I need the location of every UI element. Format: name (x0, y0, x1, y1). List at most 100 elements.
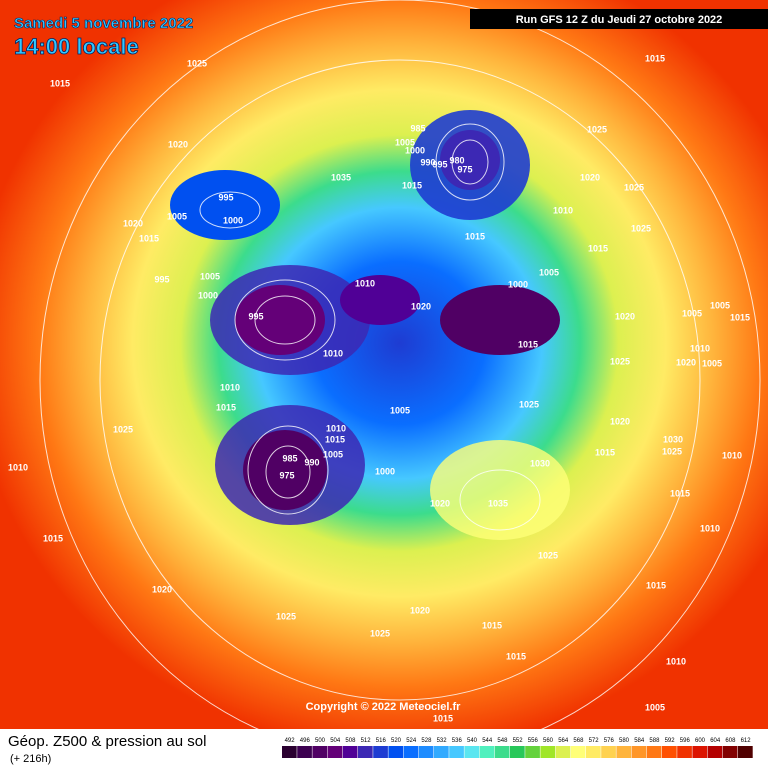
isobar-label: 1035 (331, 172, 351, 182)
isobar-label: 1010 (8, 462, 28, 472)
scale-swatch (479, 746, 495, 758)
scale-label: 528 (421, 738, 432, 744)
isobar-label: 1000 (375, 466, 395, 476)
scale-label: 568 (573, 738, 584, 744)
isobar-label: 1010 (666, 656, 686, 666)
isobar-label: 1005 (702, 358, 722, 368)
isobar-label: 1005 (390, 405, 410, 415)
scale-swatch (601, 746, 616, 758)
scale-swatch (707, 746, 723, 758)
scale-swatch (342, 746, 358, 758)
local-time: 14:00 locale (14, 34, 139, 59)
scale-swatch (434, 746, 449, 758)
isobar-label: 1015 (506, 651, 526, 661)
isobar-label: 1020 (152, 584, 172, 594)
isobar-label: 1015 (433, 713, 453, 723)
scale-label: 596 (680, 738, 691, 744)
scale-label: 500 (315, 738, 326, 744)
scale-label: 608 (725, 738, 736, 744)
scale-label: 540 (467, 738, 478, 744)
scale-swatch (297, 746, 312, 758)
scale-swatch (282, 746, 297, 758)
scale-label: 536 (452, 738, 463, 744)
run-box (470, 9, 768, 29)
scale-swatch (327, 746, 343, 758)
footer-lead: (+ 216h) (10, 753, 51, 765)
isobar-label: 1025 (610, 356, 630, 366)
isobar-label: 995 (154, 274, 169, 284)
isobar-label: 1015 (730, 312, 750, 322)
scale-swatch (738, 746, 753, 758)
color-scale: 492 496 500 504 508 512 516 520 524 528 532 536 540 5… (282, 738, 753, 758)
isobar-label: 1025 (538, 550, 558, 560)
isobar-label: 1030 (530, 458, 550, 468)
isobar-label: 1000 (223, 215, 243, 225)
scale-label: 552 (513, 738, 524, 744)
isobar-label: 1005 (539, 267, 559, 277)
scale-swatch (677, 746, 692, 758)
isobar-label: 1015 (645, 53, 665, 63)
scale-label: 556 (528, 738, 539, 744)
scale-label: 576 (604, 738, 615, 744)
isobar-label: 1015 (50, 78, 70, 88)
isobar-label: 1020 (676, 357, 696, 367)
footer-title: Géop. Z500 & pression au sol (8, 733, 206, 750)
isobar-label: 1005 (200, 271, 220, 281)
scale-label: 572 (589, 738, 600, 744)
scale-swatch (555, 746, 571, 758)
scale-label: 504 (330, 738, 341, 744)
isobar-label: 1015 (465, 231, 485, 241)
scale-label: 544 (482, 738, 493, 744)
isobar-label: 1010 (355, 278, 375, 288)
isobar-label: 1020 (615, 311, 635, 321)
isobar-label: 1015 (588, 243, 608, 253)
isobar-label: 1015 (43, 533, 63, 543)
isobar-label: 1020 (123, 218, 143, 228)
scale-label: 520 (391, 738, 402, 744)
isobar-label: 1020 (168, 139, 188, 149)
scale-swatch (464, 746, 480, 758)
isobar-label: 1010 (700, 523, 720, 533)
isobar-label: 1010 (220, 382, 240, 392)
scale-swatch (722, 746, 738, 758)
isobar-label: 1015 (482, 620, 502, 630)
scale-swatch (646, 746, 662, 758)
isobar-label: 1005 (323, 449, 343, 459)
scale-swatch (403, 746, 419, 758)
isobar-label: 1025 (587, 124, 607, 134)
scale-label: 548 (497, 738, 508, 744)
scale-label: 512 (361, 738, 372, 744)
scale-label: 600 (695, 738, 706, 744)
isobar-label: 1025 (631, 223, 651, 233)
isobar-label: 975 (279, 470, 294, 480)
isobar-label: 1005 (645, 702, 665, 712)
scale-swatch (312, 746, 328, 758)
isobar-label: 1025 (113, 424, 133, 434)
isobar-label: 1030 (663, 434, 683, 444)
scale-swatch (570, 746, 586, 758)
isobar-label: 980 (449, 155, 464, 165)
scale-swatch (631, 746, 647, 758)
isobar-label: 1035 (488, 498, 508, 508)
scale-label: 592 (665, 738, 676, 744)
isobar-label: 1000 (508, 279, 528, 289)
scale-swatch (616, 746, 632, 758)
scale-label: 496 (300, 738, 311, 744)
date: Samedi 5 novembre 2022 (14, 15, 193, 32)
isobar-label: 1015 (139, 233, 159, 243)
isobar-label: 1020 (580, 172, 600, 182)
scale-label: 524 (406, 738, 417, 744)
isobar-label: 1020 (411, 301, 431, 311)
isobar-label: 1000 (198, 290, 218, 300)
scale-label: 564 (558, 738, 569, 744)
scale-label: 516 (376, 738, 387, 744)
scale-swatch (525, 746, 540, 758)
isobar-label: 1015 (216, 402, 236, 412)
scale-swatch (373, 746, 388, 758)
scale-swatch (692, 746, 708, 758)
isobar-label: 1025 (662, 446, 682, 456)
scale-swatch (449, 746, 464, 758)
isobar-label: 1015 (595, 447, 615, 457)
